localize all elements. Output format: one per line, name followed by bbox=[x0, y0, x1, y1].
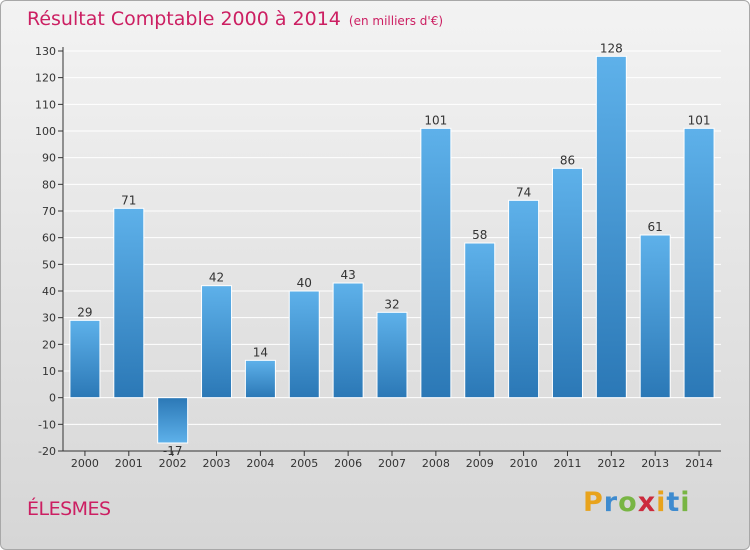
y-tick-label: 20 bbox=[42, 338, 56, 351]
value-label-2012: 128 bbox=[600, 41, 623, 55]
y-tick-label: 70 bbox=[42, 205, 56, 218]
x-tick-label-2001: 2001 bbox=[115, 457, 143, 470]
y-tick-label: -20 bbox=[38, 445, 56, 458]
logo-letter: r bbox=[603, 487, 619, 518]
logo-letter: i bbox=[656, 487, 667, 518]
axes: -20 -10 0 10 20 30 40 50 60 70 80 90 100 110 120 130 200… bbox=[35, 45, 721, 470]
y-tick-label: 30 bbox=[42, 312, 56, 325]
value-label-2002: -17 bbox=[163, 444, 183, 458]
data-labels: 29 71 -17 42 14 40 43 32 101 58 74 86 128 61 101 bbox=[77, 41, 710, 458]
value-label-2009: 58 bbox=[472, 228, 487, 242]
y-tick-label: 50 bbox=[42, 258, 56, 271]
bar-2011[interactable] bbox=[551, 167, 583, 399]
bar-2003[interactable] bbox=[201, 285, 233, 399]
value-label-2013: 61 bbox=[648, 220, 663, 234]
title-text: Résultat Comptable 2000 à 2014 bbox=[27, 8, 341, 30]
value-label-2004: 14 bbox=[253, 345, 268, 359]
bar-2001[interactable] bbox=[113, 207, 145, 399]
y-tick-label: 40 bbox=[42, 285, 56, 298]
x-tick-label-2002: 2002 bbox=[159, 457, 187, 470]
value-label-2010: 74 bbox=[516, 185, 531, 199]
x-tick-label-2007: 2007 bbox=[378, 457, 406, 470]
y-tick-label: 80 bbox=[42, 178, 56, 191]
logo-letter: P bbox=[583, 487, 604, 518]
value-label-2001: 71 bbox=[121, 193, 136, 207]
bars bbox=[69, 55, 715, 444]
chart-subtitle: (en milliers d'€) bbox=[348, 14, 444, 28]
x-tick-label-2006: 2006 bbox=[334, 457, 362, 470]
bar-2007[interactable] bbox=[376, 311, 408, 399]
logo-letter: x bbox=[637, 487, 657, 518]
bar-2006[interactable] bbox=[332, 282, 364, 399]
proxiti-logo[interactable]: Proxiti bbox=[583, 487, 691, 518]
y-tick-label: 10 bbox=[42, 365, 56, 378]
x-tick-label-2011: 2011 bbox=[553, 457, 581, 470]
x-tick-label-2013: 2013 bbox=[641, 457, 669, 470]
value-label-2014: 101 bbox=[688, 113, 711, 127]
y-tick-label: 60 bbox=[42, 232, 56, 245]
x-tick-label-2008: 2008 bbox=[422, 457, 450, 470]
bar-2002[interactable] bbox=[157, 397, 189, 444]
value-label-2007: 32 bbox=[384, 297, 399, 311]
value-label-2000: 29 bbox=[77, 305, 92, 319]
bar-2013[interactable] bbox=[639, 234, 671, 399]
bar-2005[interactable] bbox=[288, 290, 320, 399]
bar-2009[interactable] bbox=[464, 242, 496, 399]
bar-2010[interactable] bbox=[508, 199, 540, 399]
x-tick-label-2010: 2010 bbox=[510, 457, 538, 470]
x-tick-label-2005: 2005 bbox=[290, 457, 318, 470]
value-label-2011: 86 bbox=[560, 153, 575, 167]
x-tick-label-2009: 2009 bbox=[466, 457, 494, 470]
y-tick-label: 100 bbox=[35, 125, 56, 138]
bar-2014[interactable] bbox=[683, 127, 715, 399]
value-label-2003: 42 bbox=[209, 271, 224, 285]
y-tick-label: -10 bbox=[38, 418, 56, 431]
bar-2012[interactable] bbox=[595, 55, 627, 399]
commune-name: ÉLESMES bbox=[27, 498, 111, 520]
y-tick-label: 90 bbox=[42, 152, 56, 165]
bar-2004[interactable] bbox=[244, 359, 276, 399]
logo-letter: o bbox=[618, 487, 638, 518]
x-tick-label-2012: 2012 bbox=[597, 457, 625, 470]
y-tick-label: 130 bbox=[35, 45, 56, 58]
x-tick-label-2000: 2000 bbox=[71, 457, 99, 470]
value-label-2006: 43 bbox=[340, 268, 355, 282]
x-tick-label-2003: 2003 bbox=[203, 457, 231, 470]
y-tick-label: 120 bbox=[35, 72, 56, 85]
y-tick-label: 110 bbox=[35, 98, 56, 111]
x-tick-label-2014: 2014 bbox=[685, 457, 713, 470]
chart-title: Résultat Comptable 2000 à 2014 (en millie… bbox=[27, 8, 443, 30]
bar-2000[interactable] bbox=[69, 319, 101, 399]
y-tick-label: 0 bbox=[49, 392, 56, 405]
bar-2008[interactable] bbox=[420, 127, 452, 399]
value-label-2008: 101 bbox=[424, 113, 447, 127]
logo-letter: t bbox=[666, 487, 681, 518]
value-label-2005: 40 bbox=[297, 276, 312, 290]
x-tick-label-2004: 2004 bbox=[246, 457, 274, 470]
logo-letter: i bbox=[680, 487, 691, 518]
